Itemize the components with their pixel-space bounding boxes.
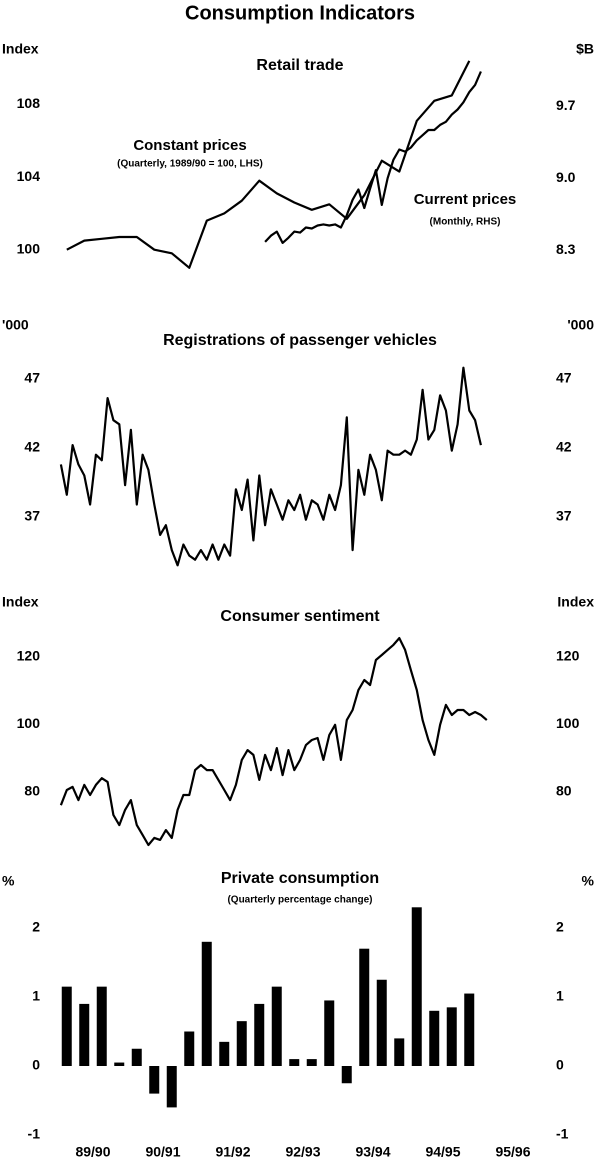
y2-tick-label: 2 (556, 919, 564, 935)
bar (271, 986, 282, 1066)
bar (219, 1041, 230, 1066)
bar (446, 1007, 457, 1066)
x-tick-label: 91/92 (215, 1144, 250, 1160)
bar (201, 941, 212, 1066)
x-tick-label: 94/95 (425, 1144, 460, 1160)
bar (306, 1059, 317, 1066)
y-tick-label: 47 (24, 369, 40, 385)
y-tick-label: 100 (17, 240, 41, 256)
y-tick-label: 120 (17, 648, 41, 664)
bar (464, 993, 475, 1066)
bar (289, 1059, 300, 1066)
x-tick-label: 90/91 (145, 1144, 180, 1160)
y2-tick-label: 120 (556, 648, 580, 664)
series-label: Current prices (414, 191, 517, 208)
series-note: (Monthly, RHS) (430, 217, 501, 228)
series-line (59, 637, 488, 847)
bar (429, 1010, 440, 1066)
y2-axis-label: '000 (567, 317, 594, 333)
panel-title: Private consumption (221, 870, 379, 887)
bar (236, 1021, 247, 1066)
bar (149, 1066, 160, 1094)
y-tick-label: 100 (17, 715, 41, 731)
series-note: (Quarterly, 1989/90 = 100, LHS) (117, 159, 263, 170)
x-tick-label: 92/93 (285, 1144, 320, 1160)
y-tick-label: -1 (28, 1126, 41, 1142)
y-tick-label: 108 (17, 95, 41, 111)
bar (166, 1066, 177, 1108)
x-tick-label: 93/94 (355, 1144, 390, 1160)
y2-tick-label: 47 (556, 369, 572, 385)
y2-tick-label: 80 (556, 783, 572, 799)
bar (376, 979, 387, 1066)
panel-title: Retail trade (256, 57, 343, 74)
y-tick-label: 104 (17, 168, 41, 184)
y-tick-label: 2 (32, 919, 40, 935)
bar (394, 1038, 405, 1066)
y2-tick-label: 9.7 (556, 97, 576, 113)
panel-title: Registrations of passenger vehicles (163, 332, 437, 349)
series-line (59, 366, 482, 567)
panel-title: Consumer sentiment (220, 608, 380, 625)
y-axis-label: Index (2, 594, 39, 610)
y-axis-label: % (2, 873, 15, 889)
y-tick-label: 0 (32, 1057, 40, 1073)
bar (61, 986, 72, 1066)
bar (341, 1066, 352, 1084)
bar (114, 1062, 125, 1066)
bar (96, 986, 107, 1066)
bar (131, 1048, 142, 1066)
y2-tick-label: 1 (556, 988, 564, 1004)
y-tick-label: 42 (24, 439, 40, 455)
bar (79, 1003, 90, 1066)
x-tick-label: 95/96 (495, 1144, 530, 1160)
y-tick-label: 37 (24, 508, 40, 524)
y2-axis-label: % (582, 873, 595, 889)
bar (184, 1031, 195, 1066)
y2-tick-label: 42 (556, 439, 572, 455)
bar (359, 948, 370, 1066)
series-line (66, 60, 471, 269)
chart-title: Consumption Indicators (185, 2, 415, 24)
y2-tick-label: 37 (556, 508, 572, 524)
y2-tick-label: 8.3 (556, 241, 576, 257)
bar (411, 907, 422, 1066)
series-label: Constant prices (133, 137, 246, 154)
y-axis-label: '000 (2, 317, 29, 333)
y-tick-label: 1 (32, 988, 40, 1004)
y2-tick-label: 100 (556, 715, 580, 731)
bar (254, 1003, 265, 1066)
bar (324, 1000, 335, 1066)
y2-tick-label: 9.0 (556, 169, 576, 185)
panel-subtitle: (Quarterly percentage change) (227, 895, 372, 906)
y-axis-label: Index (2, 41, 39, 57)
y-tick-label: 80 (24, 783, 40, 799)
y2-tick-label: -1 (556, 1126, 569, 1142)
x-tick-label: 89/90 (75, 1144, 110, 1160)
series-line (264, 71, 482, 244)
y2-tick-label: 0 (556, 1057, 564, 1073)
y2-axis-label: $B (576, 41, 594, 57)
y2-axis-label: Index (557, 594, 594, 610)
